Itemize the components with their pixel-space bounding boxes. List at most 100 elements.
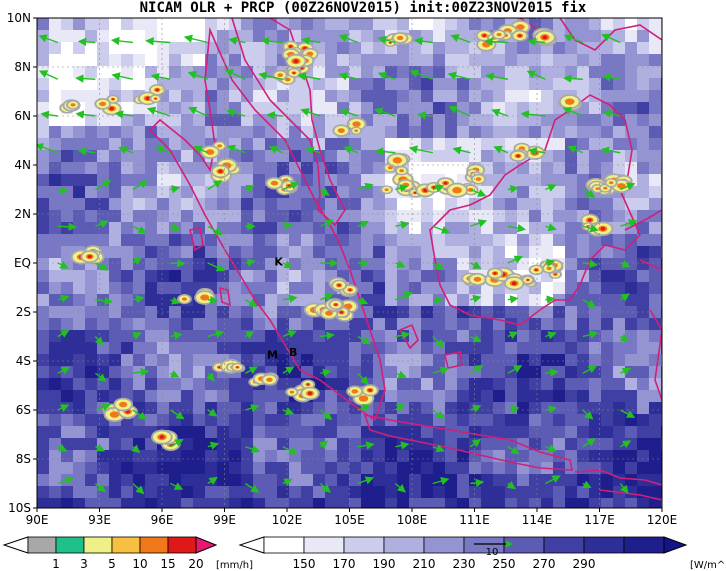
wind-vector: [132, 180, 149, 191]
olr-cell: [481, 114, 493, 126]
olr-cell: [61, 294, 73, 306]
olr-cell: [505, 114, 517, 126]
olr-cell: [145, 450, 157, 462]
olr-cell: [97, 462, 109, 474]
prcp-cell: [352, 121, 361, 127]
olr-cell: [445, 378, 457, 390]
olr-cell: [349, 162, 361, 174]
olr-cell: [301, 354, 313, 366]
olr-cell: [517, 354, 529, 366]
olr-cell: [505, 474, 517, 486]
olr-cell: [637, 162, 649, 174]
prcp-cell: [423, 188, 428, 193]
olr-cell: [265, 234, 277, 246]
olr-cell: [517, 486, 529, 498]
olr-cell: [469, 354, 481, 366]
olr-cell: [457, 78, 469, 90]
olr-cell: [301, 234, 313, 246]
olr-cell: [337, 330, 349, 342]
olr-cell: [505, 378, 517, 390]
olr-cell: [577, 414, 589, 426]
olr-cell: [505, 126, 517, 138]
olr-cell: [529, 342, 541, 354]
olr-cell: [637, 342, 649, 354]
olr-cell: [157, 234, 169, 246]
olr-cell: [505, 294, 517, 306]
olr-cell: [373, 498, 385, 508]
olr-cell: [145, 54, 157, 66]
gridlines: [37, 18, 662, 508]
olr-cell: [61, 378, 73, 390]
olr-cell: [493, 402, 505, 414]
olr-cell: [421, 342, 433, 354]
olr-cell: [121, 462, 133, 474]
olr-cell: [349, 246, 361, 258]
prcp-cell: [516, 154, 520, 158]
olr-cell: [253, 282, 265, 294]
olr-cell: [349, 138, 361, 150]
wind-vector: [582, 438, 596, 448]
olr-cell: [193, 78, 205, 90]
olr-cell: [649, 18, 661, 30]
olr-cell: [349, 426, 361, 438]
olr-cell: [601, 210, 613, 222]
wind-vector: [282, 294, 298, 303]
wind-vector: [545, 184, 557, 192]
olr-cell: [73, 474, 85, 486]
olr-cell: [241, 450, 253, 462]
olr-cell: [73, 378, 85, 390]
olr-cell: [61, 138, 73, 150]
olr-cell: [253, 258, 265, 270]
olr-cell: [301, 474, 313, 486]
olr-cell: [241, 198, 253, 210]
olr-cell: [421, 234, 433, 246]
olr-cell: [553, 438, 565, 450]
olr-cell: [289, 18, 301, 30]
prcp-cell: [293, 59, 299, 64]
olr-cell: [409, 474, 421, 486]
olr-cell: [589, 354, 601, 366]
olr-cell: [217, 414, 229, 426]
olr-cell: [481, 486, 493, 498]
wind-vector: [57, 476, 74, 485]
olr-cell: [421, 42, 433, 54]
olr-cell: [409, 270, 421, 282]
prcp-cell: [70, 103, 76, 107]
olr-cell: [37, 498, 49, 508]
olr-cell: [577, 258, 589, 270]
olr-cell: [325, 198, 337, 210]
wind-vector: [114, 110, 133, 119]
olr-cell: [457, 66, 469, 78]
olr-cell: [505, 234, 517, 246]
olr-cell: [361, 426, 373, 438]
olr-cell: [349, 30, 361, 42]
olr-cell: [265, 354, 277, 366]
olr-cell: [601, 318, 613, 330]
olr-cell: [469, 390, 481, 402]
olr-cell: [193, 174, 205, 186]
olr-cell: [109, 138, 121, 150]
lat-label: 8S: [16, 452, 31, 466]
olr-cell: [433, 42, 445, 54]
olr-cell: [265, 162, 277, 174]
olr-cell: [121, 258, 133, 270]
olr-cell: [193, 330, 205, 342]
olr-cell: [445, 114, 457, 126]
olr-cell: [205, 354, 217, 366]
olr-cell: [385, 438, 397, 450]
olr-cell: [157, 450, 169, 462]
olr-cell: [445, 18, 457, 30]
olr-cell: [601, 138, 613, 150]
olr-cell: [49, 402, 61, 414]
olr-cell: [553, 462, 565, 474]
olr-cell: [193, 498, 205, 508]
olr-cell: [397, 114, 409, 126]
olr-cell: [565, 390, 577, 402]
olr-cell: [241, 30, 253, 42]
olr-cell: [505, 246, 517, 258]
lat-label: 6N: [14, 109, 31, 123]
wind-vector: [338, 72, 359, 81]
olr-cell: [169, 450, 181, 462]
olr-cell: [121, 222, 133, 234]
olr-cell: [661, 186, 662, 198]
